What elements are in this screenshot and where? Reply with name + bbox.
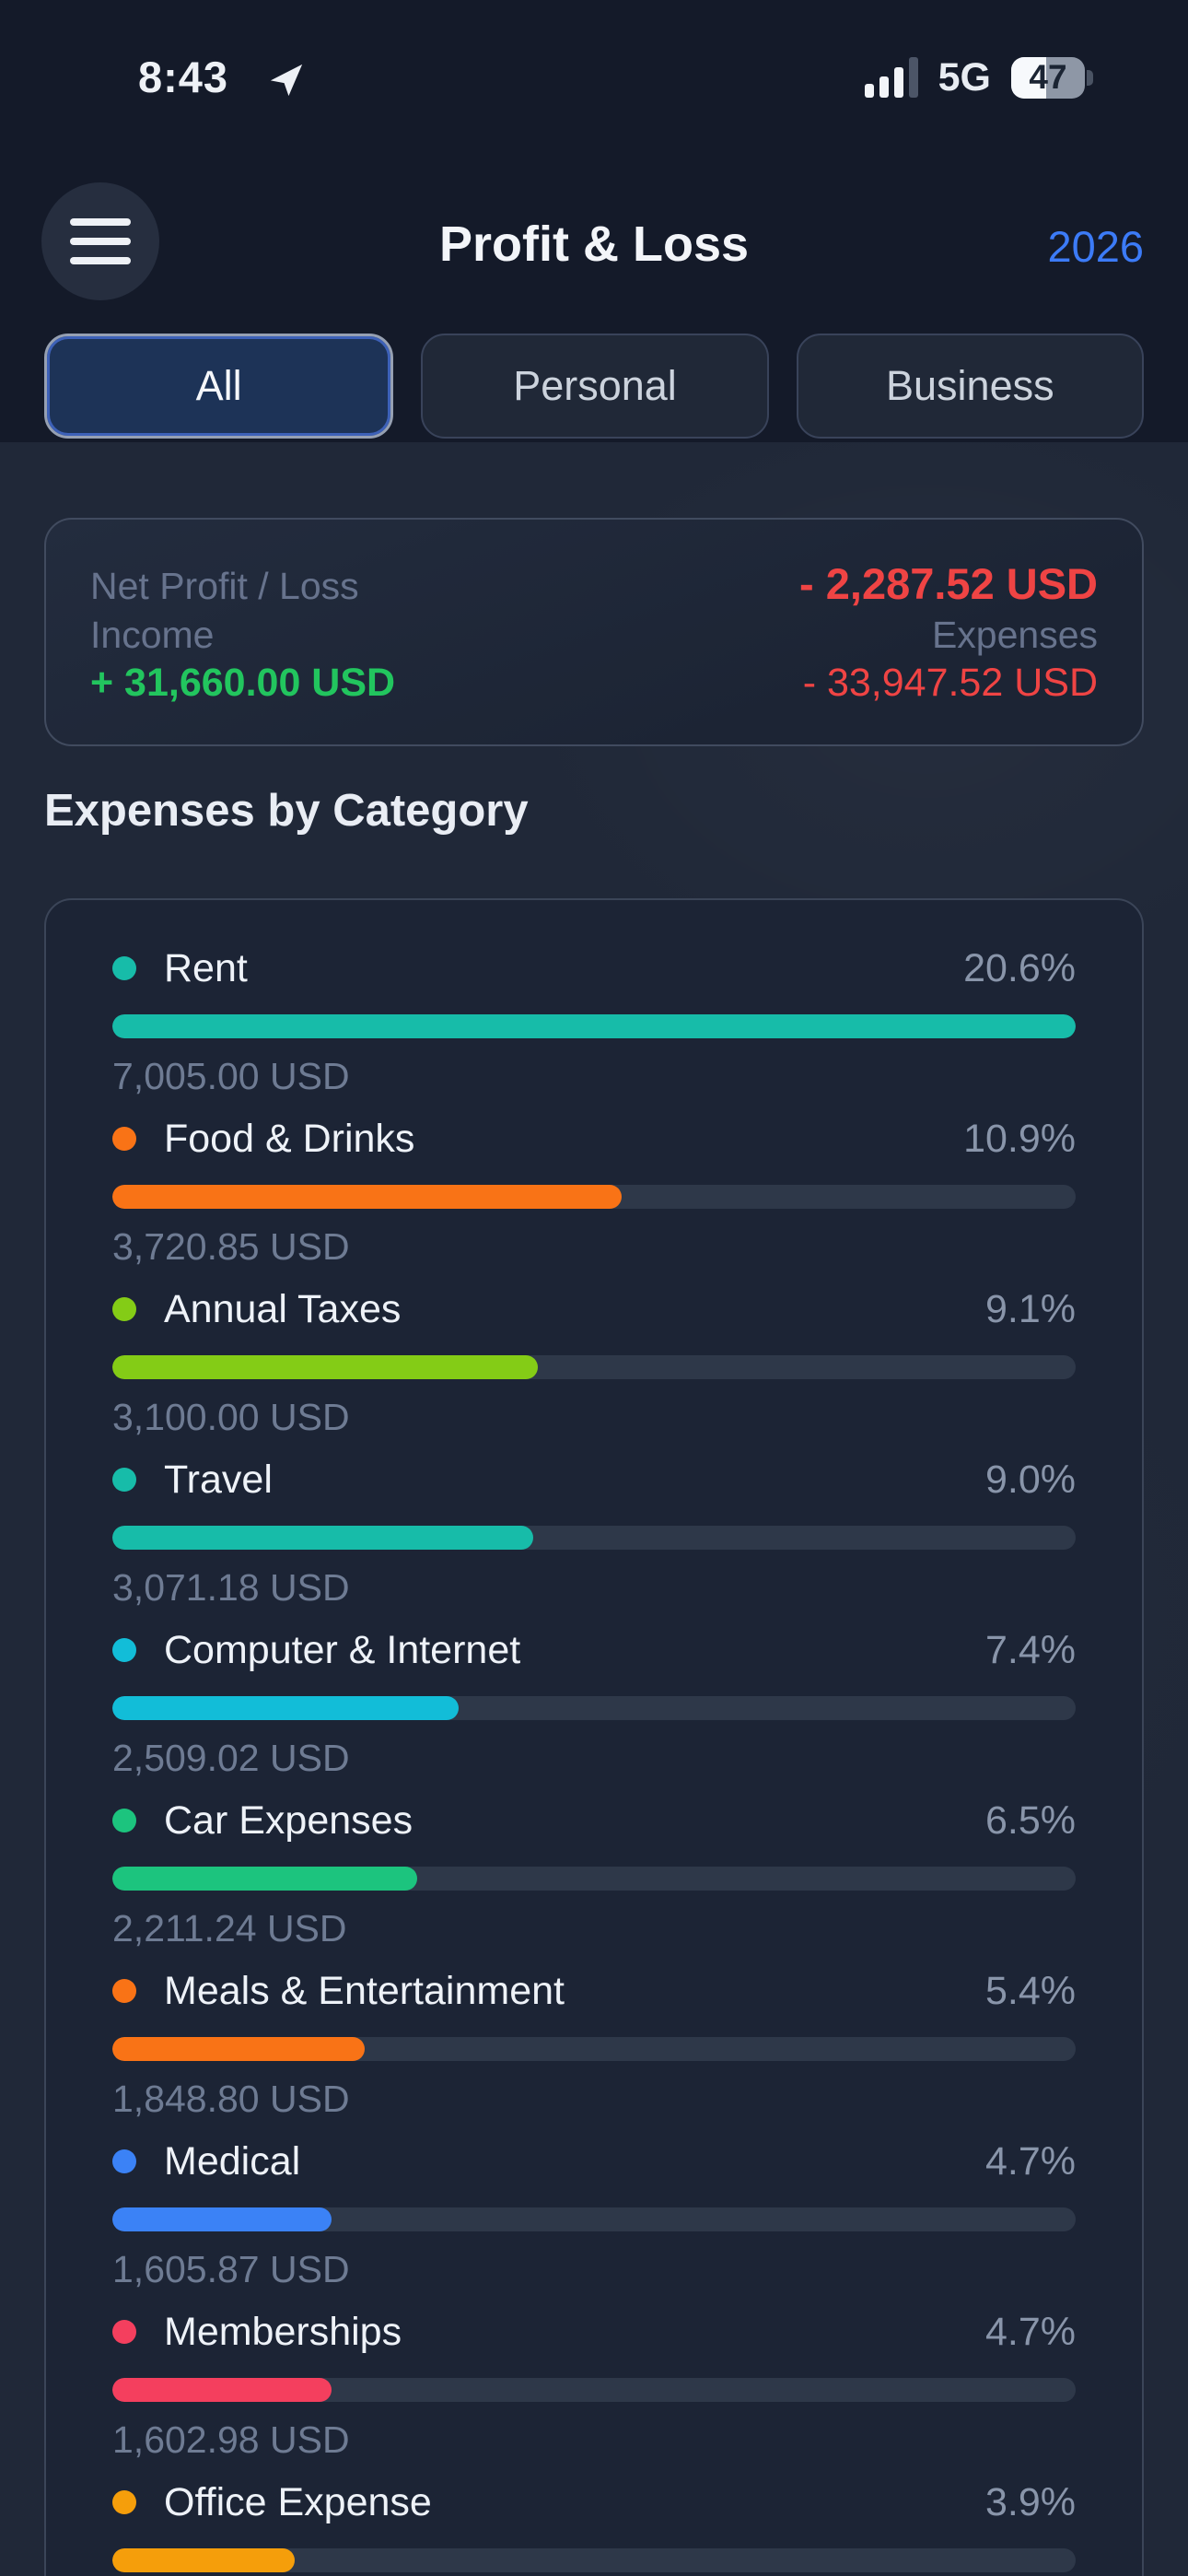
filter-segmented-control: All Personal Business <box>44 334 1144 439</box>
category-list: Rent 20.6% 7,005.00 USD Food & Drinks 10… <box>112 946 1076 2576</box>
category-percent: 10.9% <box>963 1116 1076 1161</box>
category-bar-fill <box>112 1696 459 1720</box>
category-name: Car Expenses <box>164 1797 413 1843</box>
category-bar-fill <box>112 2207 332 2231</box>
hamburger-menu-icon <box>70 218 131 226</box>
menu-button[interactable] <box>41 182 159 300</box>
category-row[interactable]: Car Expenses 6.5% 2,211.24 USD <box>112 1798 1076 1969</box>
category-name: Memberships <box>164 2309 402 2354</box>
category-color-dot-icon <box>112 2149 136 2173</box>
category-color-dot-icon <box>112 1979 136 2003</box>
category-name: Travel <box>164 1457 273 1502</box>
category-bar-fill <box>112 1526 534 1550</box>
category-bar-track <box>112 1185 1076 1209</box>
category-percent: 20.6% <box>963 945 1076 990</box>
network-type-label: 5G <box>938 54 991 100</box>
category-row[interactable]: Rent 20.6% 7,005.00 USD <box>112 946 1076 1117</box>
category-bar-track <box>112 1355 1076 1379</box>
category-amount: 1,602.98 USD <box>112 2418 350 2461</box>
category-bar-track <box>112 1696 1076 1720</box>
category-row[interactable]: Meals & Entertainment 5.4% 1,848.80 USD <box>112 1969 1076 2139</box>
expenses-by-category-card: Rent 20.6% 7,005.00 USD Food & Drinks 10… <box>44 898 1144 2576</box>
battery-percent-label: 47 <box>1029 58 1067 96</box>
tab-business[interactable]: Business <box>796 334 1144 439</box>
category-color-dot-icon <box>112 1127 136 1151</box>
status-time: 8:43 <box>138 53 229 101</box>
category-percent: 9.0% <box>984 1457 1076 1502</box>
battery-icon: 47 <box>1011 56 1093 99</box>
category-percent: 4.7% <box>984 2138 1076 2184</box>
category-row[interactable]: Memberships 4.7% 1,602.98 USD <box>112 2310 1076 2480</box>
category-row[interactable]: Food & Drinks 10.9% 3,720.85 USD <box>112 1117 1076 1287</box>
category-name: Medical <box>164 2138 301 2184</box>
section-title: Expenses by Category <box>44 786 529 836</box>
category-bar-track <box>112 1014 1076 1038</box>
category-color-dot-icon <box>112 2490 136 2514</box>
category-amount: 3,071.18 USD <box>112 1566 350 1609</box>
battery-cap <box>1087 69 1093 86</box>
category-color-dot-icon <box>112 1809 136 1832</box>
category-bar-track <box>112 1867 1076 1891</box>
category-amount: 3,100.00 USD <box>112 1396 350 1438</box>
scroll-content[interactable]: Net Profit / Loss - 2,287.52 USD Income … <box>0 442 1188 2576</box>
category-bar-fill <box>112 2037 366 2061</box>
net-profit-value: - 2,287.52 USD <box>799 559 1098 608</box>
cellular-signal-icon <box>864 57 918 98</box>
net-profit-summary-card: Net Profit / Loss - 2,287.52 USD Income … <box>44 518 1144 746</box>
location-arrow-icon <box>270 64 303 97</box>
category-amount: 2,211.24 USD <box>112 1907 347 1950</box>
income-label: Income <box>90 613 215 656</box>
category-name: Office Expense <box>164 2479 432 2524</box>
category-percent: 3.9% <box>984 2479 1076 2524</box>
category-bar-fill <box>112 1355 539 1379</box>
category-bar-fill <box>112 2378 332 2402</box>
category-row[interactable]: Medical 4.7% 1,605.87 USD <box>112 2139 1076 2310</box>
category-bar-track <box>112 1526 1076 1550</box>
category-amount: 7,005.00 USD <box>112 1055 350 1097</box>
category-color-dot-icon <box>112 1638 136 1662</box>
category-name: Rent <box>164 945 248 990</box>
category-bar-fill <box>112 1185 623 1209</box>
category-color-dot-icon <box>112 2320 136 2344</box>
category-row[interactable]: Office Expense 3.9% <box>112 2480 1076 2576</box>
category-bar-track <box>112 2548 1076 2572</box>
category-amount: 3,720.85 USD <box>112 1225 350 1268</box>
tab-all[interactable]: All <box>44 334 394 439</box>
category-row[interactable]: Computer & Internet 7.4% 2,509.02 USD <box>112 1628 1076 1798</box>
income-value: + 31,660.00 USD <box>90 661 396 705</box>
category-bar-fill <box>112 2548 295 2572</box>
category-bar-fill <box>112 1867 417 1891</box>
status-bar: 8:43 5G 47 <box>0 0 1188 120</box>
category-color-dot-icon <box>112 1297 136 1321</box>
status-right-cluster: 5G 47 <box>864 53 1093 101</box>
battery-fill <box>1011 56 1046 99</box>
category-row[interactable]: Annual Taxes 9.1% 3,100.00 USD <box>112 1287 1076 1458</box>
year-selector[interactable]: 2026 <box>1047 222 1144 271</box>
category-name: Meals & Entertainment <box>164 1968 565 2013</box>
category-bar-track <box>112 2037 1076 2061</box>
category-name: Computer & Internet <box>164 1627 521 1672</box>
category-bar-fill <box>112 1014 1076 1038</box>
category-percent: 6.5% <box>984 1797 1076 1843</box>
category-row[interactable]: Travel 9.0% 3,071.18 USD <box>112 1458 1076 1628</box>
category-amount: 1,848.80 USD <box>112 2078 350 2120</box>
page-title: Profit & Loss <box>438 217 750 272</box>
tab-personal[interactable]: Personal <box>421 334 769 439</box>
category-name: Food & Drinks <box>164 1116 415 1161</box>
category-percent: 5.4% <box>984 1968 1076 2013</box>
category-percent: 7.4% <box>984 1627 1076 1672</box>
category-color-dot-icon <box>112 956 136 980</box>
category-amount: 1,605.87 USD <box>112 2248 350 2290</box>
category-percent: 4.7% <box>984 2309 1076 2354</box>
category-color-dot-icon <box>112 1468 136 1492</box>
expenses-label: Expenses <box>931 613 1098 656</box>
net-profit-label: Net Profit / Loss <box>90 565 359 607</box>
category-name: Annual Taxes <box>164 1286 402 1331</box>
category-percent: 9.1% <box>984 1286 1076 1331</box>
category-bar-track <box>112 2378 1076 2402</box>
expenses-value: - 33,947.52 USD <box>802 661 1098 705</box>
category-amount: 2,509.02 USD <box>112 1737 350 1779</box>
category-bar-track <box>112 2207 1076 2231</box>
